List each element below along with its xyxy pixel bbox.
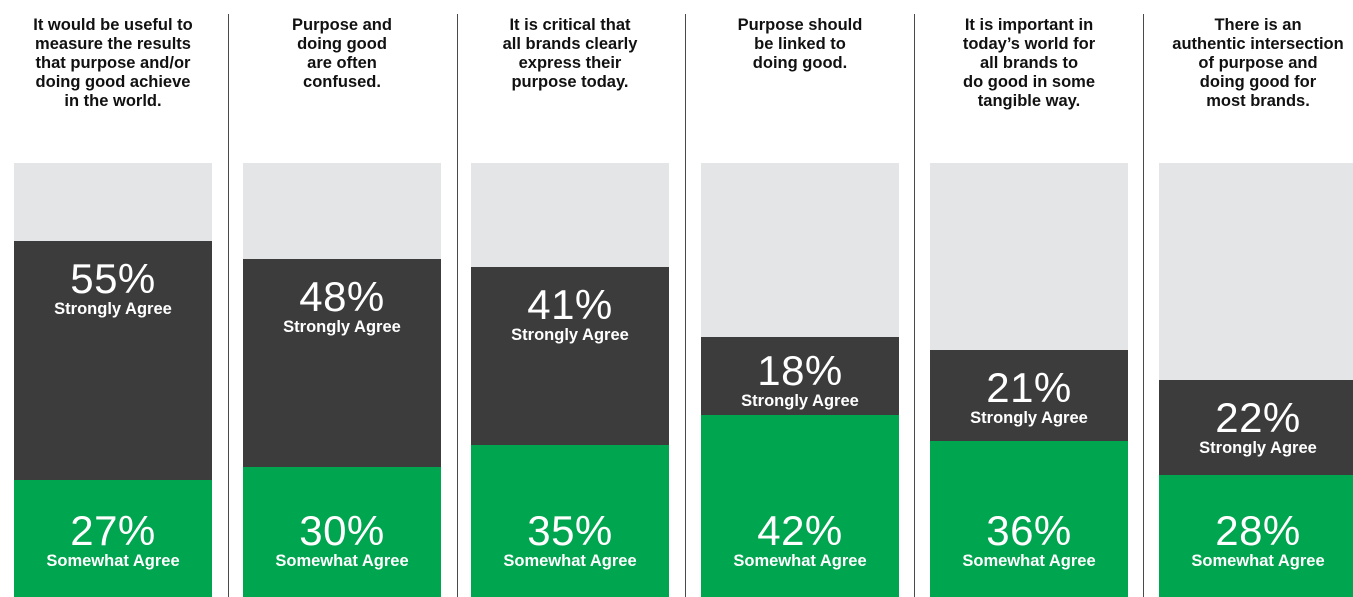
percent-value: 22% xyxy=(1215,394,1301,442)
bar-track: 27% Somewhat Agree 55% Strongly Agree xyxy=(14,163,212,597)
percent-value: 30% xyxy=(299,507,385,554)
bar-track: 42% Somewhat Agree 18% Strongly Agree xyxy=(701,163,899,597)
percent-value: 41% xyxy=(527,281,613,329)
series-label: Strongly Agree xyxy=(54,300,172,319)
bar-somewhat-agree: 30% Somewhat Agree xyxy=(243,466,441,597)
data-label-strongly-agree: 22% Strongly Agree xyxy=(1159,394,1353,458)
data-label-strongly-agree: 41% Strongly Agree xyxy=(471,281,669,345)
data-label-somewhat-agree: 42% Somewhat Agree xyxy=(701,507,899,571)
bar-track: 30% Somewhat Agree 48% Strongly Agree xyxy=(243,163,441,597)
percent-value: 42% xyxy=(757,507,843,554)
bar-strongly-agree: 22% Strongly Agree xyxy=(1159,380,1353,476)
series-label: Strongly Agree xyxy=(283,317,401,336)
bar-somewhat-agree: 42% Somewhat Agree xyxy=(701,414,899,597)
column-divider xyxy=(228,14,229,597)
statement-label: There is an authentic intersection of pu… xyxy=(1172,16,1344,110)
bar-somewhat-agree: 36% Somewhat Agree xyxy=(930,440,1128,597)
column-divider xyxy=(685,14,686,597)
series-label: Somewhat Agree xyxy=(275,552,409,570)
chart-column: There is an authentic intersection of pu… xyxy=(1159,0,1353,597)
bar-strongly-agree: 21% Strongly Agree xyxy=(930,349,1128,441)
chart-column: It would be useful to measure the result… xyxy=(14,0,212,597)
data-label-strongly-agree: 55% Strongly Agree xyxy=(14,255,212,319)
data-label-somewhat-agree: 28% Somewhat Agree xyxy=(1159,507,1353,571)
chart-column: Purpose and doing good are often confuse… xyxy=(243,0,441,597)
statement-label: Purpose should be linked to doing good. xyxy=(737,16,863,72)
data-label-somewhat-agree: 36% Somewhat Agree xyxy=(930,507,1128,571)
bar-strongly-agree: 48% Strongly Agree xyxy=(243,258,441,467)
percent-value: 18% xyxy=(757,346,843,394)
bar-strongly-agree: 41% Strongly Agree xyxy=(471,267,669,446)
percent-value: 55% xyxy=(70,255,156,303)
chart-column: Purpose should be linked to doing good. 4… xyxy=(701,0,899,597)
percent-value: 21% xyxy=(986,363,1072,411)
percent-value: 27% xyxy=(70,507,156,554)
data-label-somewhat-agree: 30% Somewhat Agree xyxy=(243,507,441,571)
column-divider xyxy=(457,14,458,597)
bar-somewhat-agree: 35% Somewhat Agree xyxy=(471,445,669,597)
column-divider xyxy=(1143,14,1144,597)
series-label: Somewhat Agree xyxy=(503,552,637,570)
percent-value: 35% xyxy=(527,507,613,554)
percent-value: 28% xyxy=(1215,507,1301,554)
bar-strongly-agree: 18% Strongly Agree xyxy=(701,336,899,415)
bar-track: 36% Somewhat Agree 21% Strongly Agree xyxy=(930,163,1128,597)
series-label: Somewhat Agree xyxy=(962,552,1096,570)
chart-column: It is important in today’s world for all… xyxy=(930,0,1128,597)
series-label: Somewhat Agree xyxy=(733,552,867,570)
statement-label: Purpose and doing good are often confuse… xyxy=(292,16,392,91)
series-label: Strongly Agree xyxy=(741,391,859,410)
chart-column: It is critical that all brands clearly e… xyxy=(471,0,669,597)
data-label-strongly-agree: 48% Strongly Agree xyxy=(243,272,441,337)
statement-label: It would be useful to measure the result… xyxy=(33,16,193,110)
bar-somewhat-agree: 28% Somewhat Agree xyxy=(1159,475,1353,597)
bar-track: 28% Somewhat Agree 22% Strongly Agree xyxy=(1159,163,1353,597)
column-divider xyxy=(914,14,915,597)
data-label-strongly-agree: 18% Strongly Agree xyxy=(701,346,899,411)
bar-strongly-agree: 55% Strongly Agree xyxy=(14,241,212,480)
data-label-somewhat-agree: 27% Somewhat Agree xyxy=(14,507,212,571)
data-label-strongly-agree: 21% Strongly Agree xyxy=(930,363,1128,428)
statement-label: It is important in today’s world for all… xyxy=(962,16,1096,110)
statement-label: It is critical that all brands clearly e… xyxy=(502,16,638,91)
bar-somewhat-agree: 27% Somewhat Agree xyxy=(14,479,212,597)
series-label: Strongly Agree xyxy=(511,326,629,345)
percent-value: 36% xyxy=(986,507,1072,554)
percent-value: 48% xyxy=(299,272,385,320)
series-label: Strongly Agree xyxy=(1199,439,1317,458)
series-label: Somewhat Agree xyxy=(1191,552,1325,570)
data-label-somewhat-agree: 35% Somewhat Agree xyxy=(471,507,669,571)
series-label: Strongly Agree xyxy=(970,408,1088,427)
bar-track: 35% Somewhat Agree 41% Strongly Agree xyxy=(471,163,669,597)
series-label: Somewhat Agree xyxy=(46,552,180,570)
